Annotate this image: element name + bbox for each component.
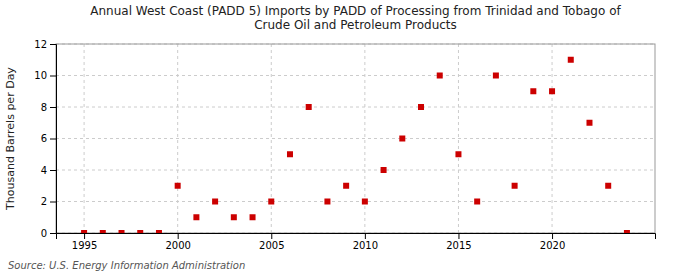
y-tick-label: 4: [41, 165, 47, 176]
title-line: Annual West Coast (PADD 5) Imports by PA…: [90, 4, 621, 18]
x-tick-mark: [552, 233, 553, 239]
y-tick: 0: [41, 228, 56, 239]
point: [549, 88, 555, 94]
grid-line-x: [177, 44, 178, 233]
x-tick-label: 2010: [353, 240, 378, 251]
point: [586, 120, 592, 126]
x-tick: 2015: [446, 233, 471, 251]
point: [605, 183, 611, 189]
point: [81, 230, 87, 233]
point: [493, 73, 499, 79]
point: [568, 57, 574, 63]
y-tick-mark: [50, 170, 56, 171]
point: [530, 88, 536, 94]
point: [137, 230, 143, 233]
y-tick: 4: [41, 165, 56, 176]
x-tick-mark: [458, 233, 459, 239]
y-tick: 6: [41, 133, 56, 144]
x-tick-mark: [271, 233, 272, 239]
point: [250, 214, 256, 220]
point: [624, 230, 630, 233]
x-tick: 2020: [540, 233, 565, 251]
y-tick-mark: [50, 233, 56, 234]
grid-line-y: [56, 170, 655, 171]
title-line: Crude Oil and Petroleum Products: [254, 18, 457, 32]
y-tick-mark: [50, 202, 56, 203]
y-tick-label: 6: [41, 133, 47, 144]
x-tick-label: 2000: [165, 240, 190, 251]
y-tick-label: 8: [41, 102, 47, 113]
grid: [56, 44, 655, 233]
grid-line-x: [271, 44, 272, 233]
point: [512, 183, 518, 189]
point: [437, 73, 443, 79]
point: [381, 167, 387, 173]
y-tick-label: 2: [41, 196, 47, 207]
point: [156, 230, 162, 233]
point: [268, 199, 274, 205]
x-tick: 2010: [353, 233, 378, 251]
grid-line-x: [364, 44, 365, 233]
plot: 1995 2000 2005 2010 2015 2020 0 2 4 6 8 10 12: [34, 39, 655, 251]
x-tick: 1995: [72, 233, 97, 251]
title: Annual West Coast (PADD 5) Imports by PA…: [90, 4, 621, 32]
x-tick-label: 2015: [446, 240, 471, 251]
point: [399, 136, 405, 142]
x-tick-mark: [84, 233, 85, 239]
x-tick: 2005: [259, 233, 284, 251]
point: [193, 214, 199, 220]
y-axis-line: [50, 45, 57, 234]
x-tick-label: 2005: [259, 240, 284, 251]
grid-line-y: [56, 138, 655, 139]
point: [418, 104, 424, 110]
points: [81, 57, 630, 233]
point: [100, 230, 106, 233]
y-tick-mark: [50, 139, 56, 140]
y-axis-title: Thousand Barrels per Day: [4, 67, 17, 211]
point: [343, 183, 349, 189]
y-tick-mark: [50, 76, 56, 77]
y-axis: 0 2 4 6 8 10 12: [34, 39, 56, 239]
point: [474, 199, 480, 205]
y-tick-mark: [50, 107, 56, 108]
y-tick-label: 10: [34, 70, 47, 81]
point: [175, 183, 181, 189]
x-tick-mark: [365, 233, 366, 239]
point: [455, 151, 461, 157]
y-tick-mark: [50, 44, 56, 45]
point: [119, 230, 125, 233]
x-tick: 2000: [165, 233, 190, 251]
point: [287, 151, 293, 157]
y-tick-label: 12: [34, 39, 47, 50]
y-tick-label: 0: [41, 228, 47, 239]
x-tick-label: 2020: [540, 240, 565, 251]
point: [231, 214, 237, 220]
grid-line-y: [56, 107, 655, 108]
x-axis-line: [57, 234, 656, 240]
grid-line-y: [56, 75, 655, 76]
chart: Annual West Coast (PADD 5) Imports by PA…: [0, 0, 675, 275]
x-tick-mark: [178, 233, 179, 239]
y-tick: 8: [41, 102, 56, 113]
grid-line-x: [552, 44, 553, 233]
x-tick-label: 1995: [72, 240, 97, 251]
point: [306, 104, 312, 110]
y-tick: 12: [34, 39, 56, 50]
y-tick: 2: [41, 196, 56, 207]
grid-line-y: [56, 201, 655, 202]
grid-line-x: [84, 44, 85, 233]
source: Source: U.S. Energy Information Administ…: [8, 260, 245, 271]
grid-line-x: [458, 44, 459, 233]
y-tick: 10: [34, 70, 56, 81]
point: [362, 199, 368, 205]
point: [212, 199, 218, 205]
x-axis: 1995 2000 2005 2010 2015 2020: [57, 233, 656, 251]
point: [324, 199, 330, 205]
plot-frame: [56, 44, 655, 233]
